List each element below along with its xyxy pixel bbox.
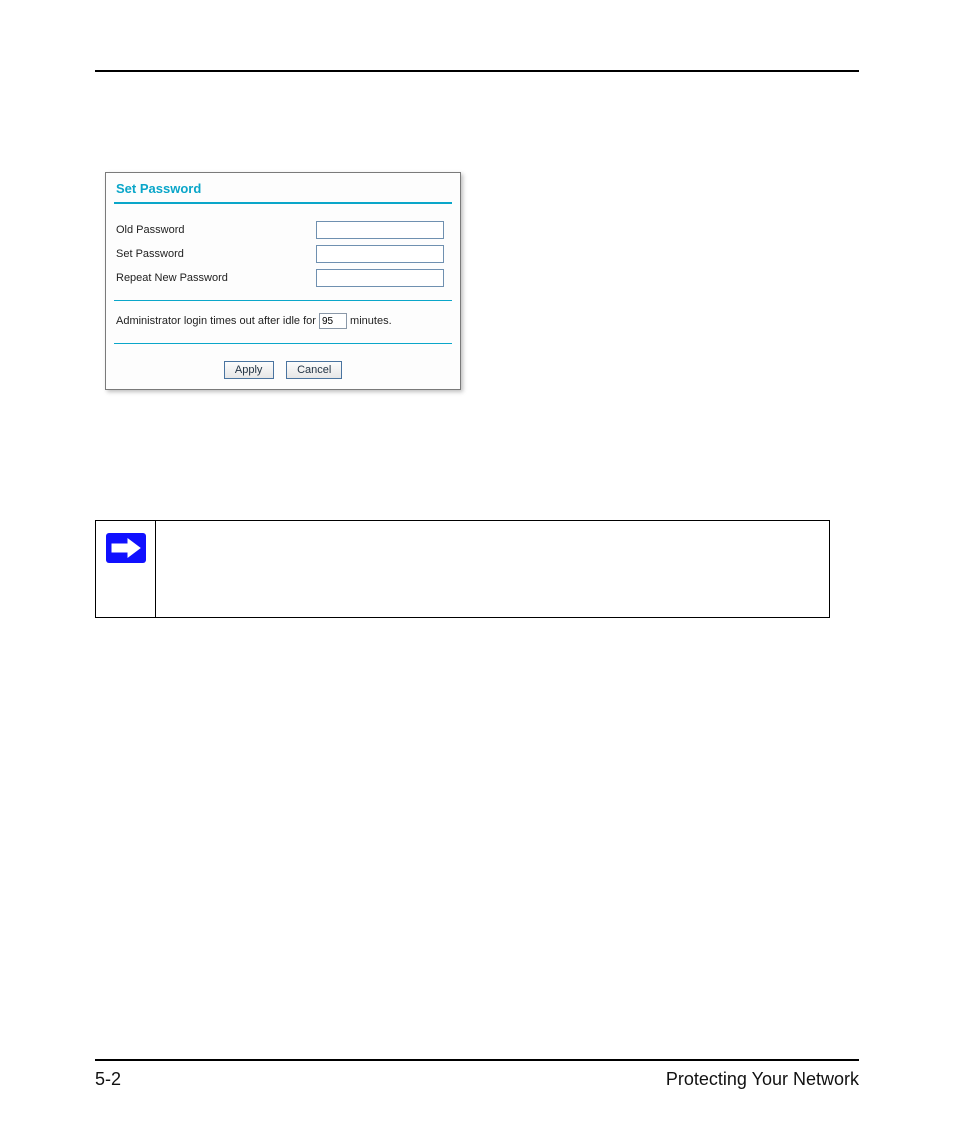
page-footer: 5-2 Protecting Your Network (95, 1059, 859, 1090)
repeat-password-label: Repeat New Password (116, 272, 316, 284)
old-password-input[interactable] (316, 221, 444, 239)
set-password-dialog: Set Password Old Password Set Password R… (105, 172, 461, 390)
top-rule (95, 70, 859, 72)
timeout-row: Administrator login times out after idle… (106, 309, 460, 333)
page: Set Password Old Password Set Password R… (0, 0, 954, 1145)
timeout-prefix: Administrator login times out after idle… (116, 315, 316, 327)
old-password-row: Old Password (106, 218, 460, 242)
apply-button[interactable]: Apply (224, 361, 274, 379)
note-icon-cell (96, 521, 156, 617)
bottom-rule (114, 343, 452, 344)
cancel-button[interactable]: Cancel (286, 361, 342, 379)
title-rule (114, 202, 452, 204)
set-password-input[interactable] (316, 245, 444, 263)
timeout-suffix: minutes. (350, 315, 392, 327)
repeat-password-input[interactable] (316, 269, 444, 287)
repeat-password-row: Repeat New Password (106, 266, 460, 290)
note-box (95, 520, 830, 618)
note-body (156, 521, 829, 617)
footer-rule (95, 1059, 859, 1061)
set-password-label: Set Password (116, 248, 316, 260)
footer-row: 5-2 Protecting Your Network (95, 1069, 859, 1090)
set-password-row: Set Password (106, 242, 460, 266)
mid-rule (114, 300, 452, 301)
dialog-title: Set Password (106, 173, 460, 202)
dialog-container: Set Password Old Password Set Password R… (105, 172, 859, 390)
page-number: 5-2 (95, 1069, 121, 1090)
timeout-input[interactable] (319, 313, 347, 329)
arrow-right-icon (106, 533, 146, 563)
old-password-label: Old Password (116, 224, 316, 236)
section-title: Protecting Your Network (666, 1069, 859, 1090)
button-row: Apply Cancel (106, 352, 460, 389)
